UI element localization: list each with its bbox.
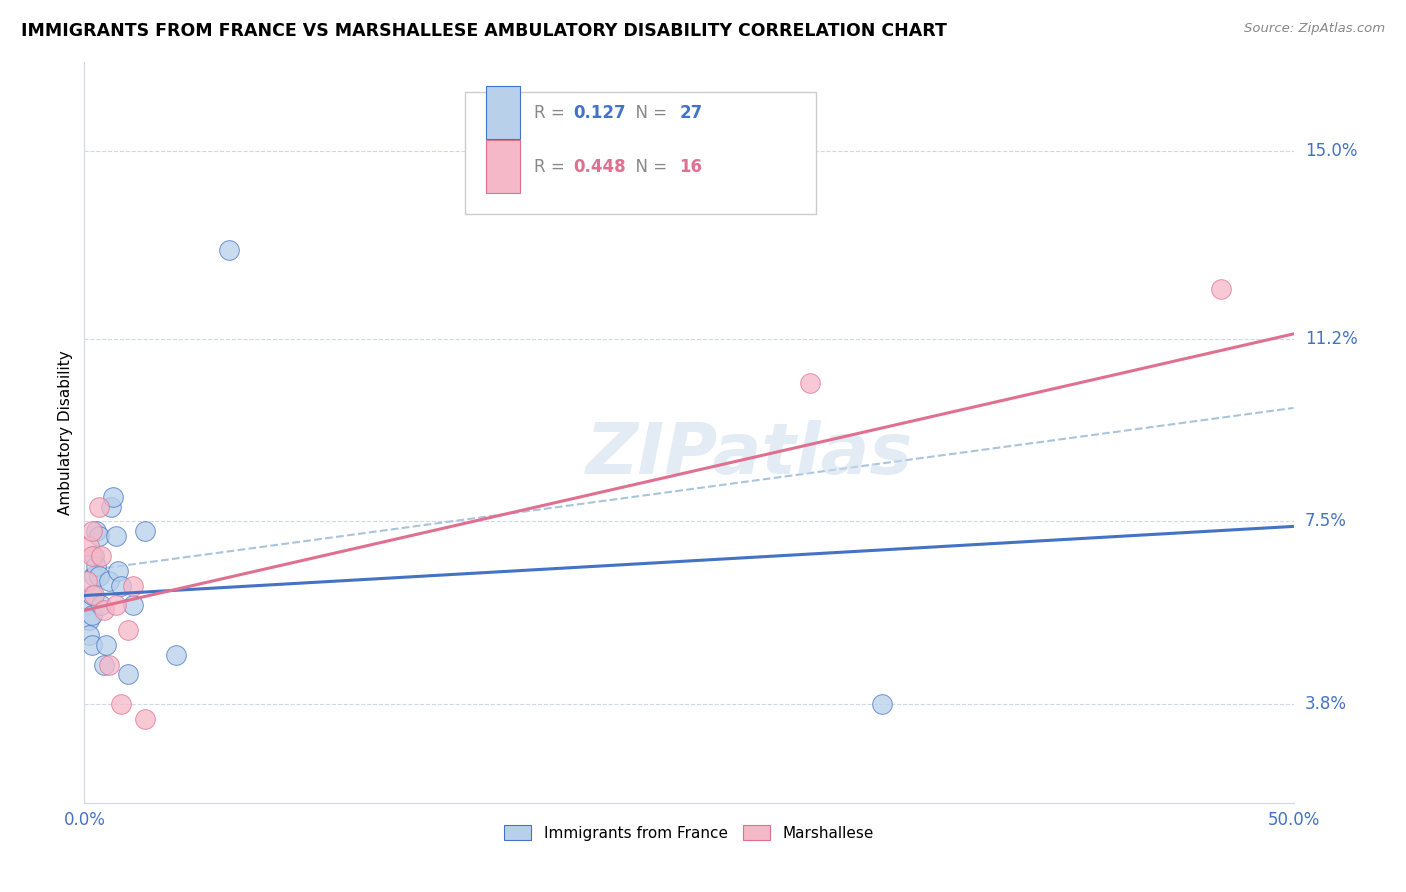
Point xyxy=(117,667,139,681)
Y-axis label: Ambulatory Disability: Ambulatory Disability xyxy=(58,351,73,515)
Point xyxy=(90,599,112,613)
Text: 7.5%: 7.5% xyxy=(1305,513,1347,531)
Point xyxy=(94,638,117,652)
Point xyxy=(97,657,120,672)
FancyBboxPatch shape xyxy=(486,140,520,194)
Point xyxy=(121,599,143,613)
Point xyxy=(83,589,105,603)
Point xyxy=(110,579,132,593)
Point xyxy=(80,549,103,563)
Text: IMMIGRANTS FROM FRANCE VS MARSHALLESE AMBULATORY DISABILITY CORRELATION CHART: IMMIGRANTS FROM FRANCE VS MARSHALLESE AM… xyxy=(21,22,948,40)
Point xyxy=(93,603,115,617)
Legend: Immigrants from France, Marshallese: Immigrants from France, Marshallese xyxy=(498,819,880,847)
Point xyxy=(134,712,156,726)
Text: 16: 16 xyxy=(679,158,702,176)
Text: N =: N = xyxy=(624,103,672,121)
Text: 11.2%: 11.2% xyxy=(1305,330,1357,348)
Text: ZIPatlas: ZIPatlas xyxy=(586,420,912,490)
Text: N =: N = xyxy=(624,158,672,176)
Point xyxy=(80,524,103,539)
Point xyxy=(77,628,100,642)
Text: Source: ZipAtlas.com: Source: ZipAtlas.com xyxy=(1244,22,1385,36)
Point xyxy=(87,500,110,514)
Point xyxy=(110,697,132,711)
Point xyxy=(83,568,105,582)
Text: 27: 27 xyxy=(679,103,703,121)
FancyBboxPatch shape xyxy=(465,92,815,214)
Point xyxy=(80,608,103,623)
Point xyxy=(872,697,894,711)
Point xyxy=(107,564,129,578)
Point xyxy=(76,574,98,588)
Point xyxy=(87,568,110,582)
FancyBboxPatch shape xyxy=(486,86,520,139)
Text: 3.8%: 3.8% xyxy=(1305,695,1347,713)
Point xyxy=(121,579,143,593)
Point xyxy=(103,490,125,504)
Point xyxy=(80,589,103,603)
Text: R =: R = xyxy=(534,103,571,121)
Text: 15.0%: 15.0% xyxy=(1305,143,1357,161)
Point xyxy=(90,549,112,563)
Point xyxy=(76,599,98,613)
Point xyxy=(218,243,240,257)
Point xyxy=(87,529,110,543)
Point xyxy=(97,574,120,588)
Point xyxy=(134,524,156,539)
Point xyxy=(104,529,127,543)
Text: 0.448: 0.448 xyxy=(572,158,626,176)
Point xyxy=(104,599,127,613)
Point xyxy=(117,623,139,637)
Point xyxy=(100,500,122,514)
Point xyxy=(83,549,105,563)
Point xyxy=(77,613,100,627)
Point xyxy=(86,524,108,539)
Text: R =: R = xyxy=(534,158,571,176)
Point xyxy=(799,376,821,391)
Point xyxy=(80,638,103,652)
Point xyxy=(93,657,115,672)
Text: 0.127: 0.127 xyxy=(572,103,626,121)
Point xyxy=(1209,283,1232,297)
Point xyxy=(77,539,100,553)
Point xyxy=(165,648,187,662)
Point xyxy=(86,558,108,573)
